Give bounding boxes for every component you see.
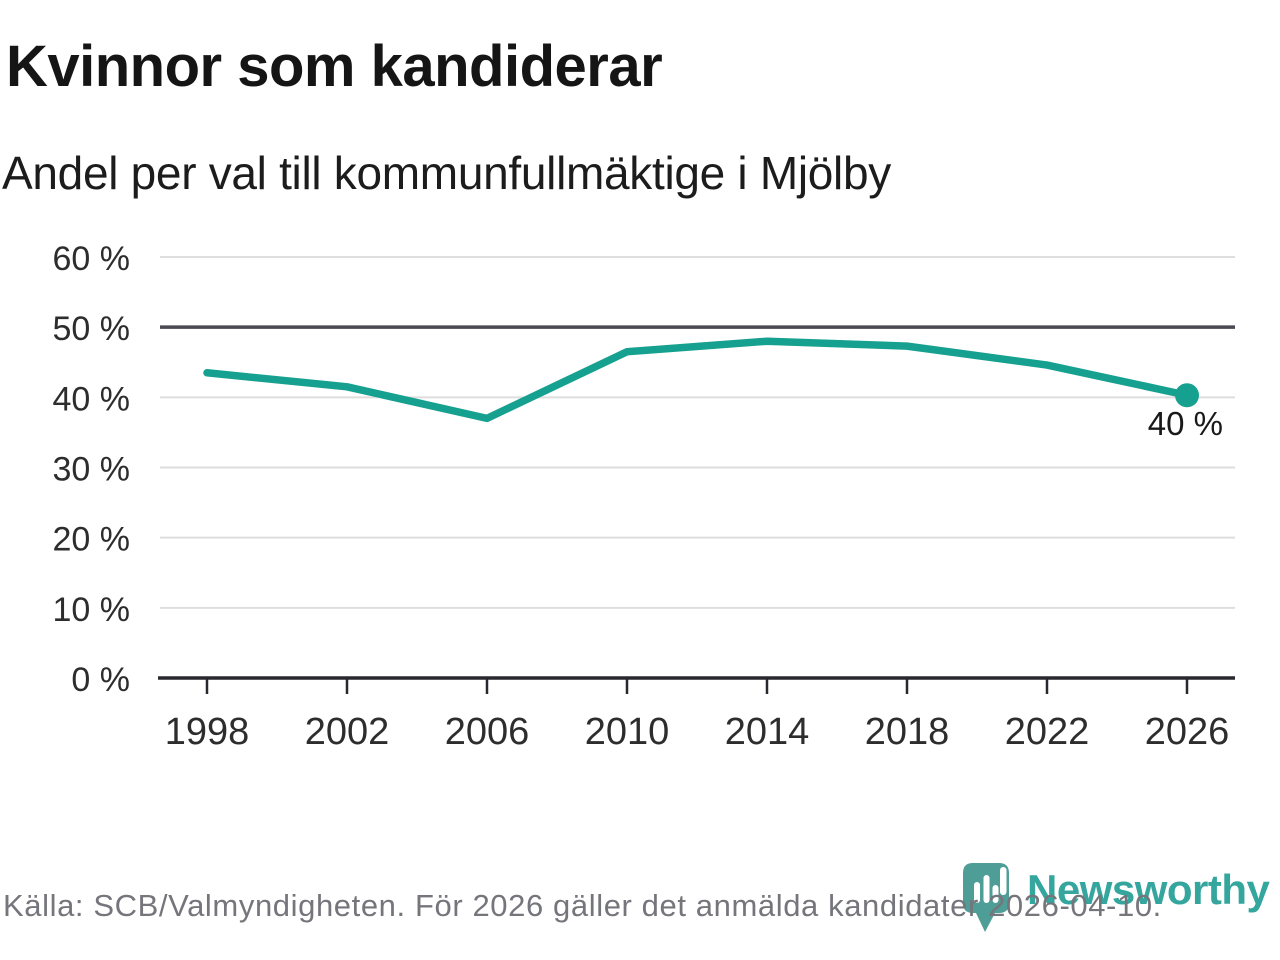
x-tick-label: 2014	[725, 711, 810, 753]
page-subtitle: Andel per val till kommunfullmäktige i M…	[2, 147, 891, 199]
source-text: Källa: SCB/Valmyndigheten. För 2026 gäll…	[3, 888, 1162, 923]
y-tick-label: 60 %	[53, 240, 131, 278]
end-point-dot	[1175, 383, 1199, 408]
y-tick-label: 50 %	[53, 310, 131, 348]
x-tick-label: 2022	[1005, 711, 1090, 753]
y-tick-label: 20 %	[53, 521, 131, 559]
end-value-label: 40 %	[1148, 405, 1223, 442]
page-title: Kvinnor som kandiderar	[6, 34, 663, 99]
x-tick-label: 2018	[865, 711, 950, 753]
x-tick-label: 2026	[1145, 711, 1230, 753]
y-tick-label: 30 %	[53, 451, 131, 489]
x-tick-label: 2006	[445, 711, 530, 753]
y-tick-label: 0 %	[71, 661, 130, 699]
x-tick-label: 1998	[165, 711, 250, 753]
x-tick-label: 2010	[585, 711, 670, 753]
data-line	[203, 337, 1191, 423]
y-tick-label: 10 %	[53, 591, 131, 629]
x-tick-label: 2002	[305, 711, 390, 753]
y-tick-label: 40 %	[53, 380, 131, 418]
